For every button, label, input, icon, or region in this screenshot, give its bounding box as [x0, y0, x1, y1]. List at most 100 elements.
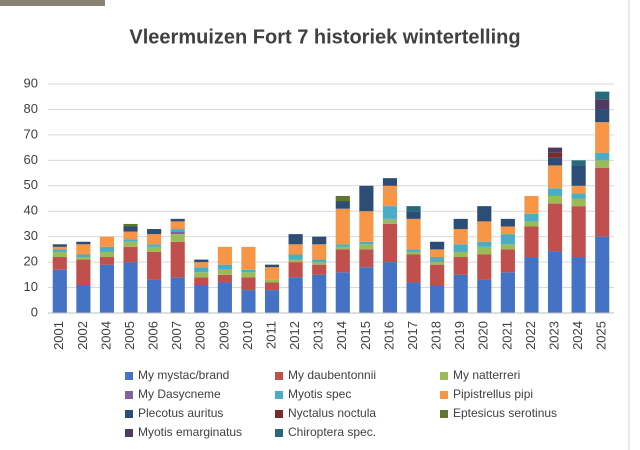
- bar-segment: [171, 242, 185, 278]
- y-tick-label: 20: [24, 254, 38, 269]
- y-tick-label: 40: [24, 203, 38, 218]
- legend-swatch: [125, 429, 133, 437]
- legend-swatch: [275, 429, 283, 437]
- bar-segment: [194, 272, 208, 277]
- bar-segment: [595, 160, 609, 168]
- bar-segment: [548, 158, 562, 166]
- bar-segment: [524, 226, 538, 257]
- y-tick-label: 80: [24, 101, 38, 116]
- bar-segment: [383, 219, 397, 224]
- bar-segment: [477, 221, 491, 241]
- x-tick-label: 2012: [287, 321, 302, 350]
- bar-segment: [241, 247, 255, 270]
- legend-swatch: [275, 410, 283, 418]
- chart-title: Vleermuizen Fort 7 historiek wintertelli…: [129, 26, 520, 48]
- bar-segment: [265, 265, 279, 268]
- bar-segment: [595, 109, 609, 122]
- bar-segment: [406, 211, 420, 219]
- bar-segment: [524, 196, 538, 214]
- bar-segment: [477, 247, 491, 255]
- bar-segment: [171, 232, 185, 235]
- bar-segment: [218, 270, 232, 275]
- bar-segment: [454, 275, 468, 313]
- bar-segment: [289, 254, 303, 259]
- bar-segment: [406, 252, 420, 255]
- legend-swatch: [440, 410, 448, 418]
- bar-segment: [406, 249, 420, 252]
- bar-segment: [383, 224, 397, 262]
- bar-segment: [383, 206, 397, 219]
- bar-segment: [53, 270, 67, 313]
- bar-segment: [194, 260, 208, 263]
- bar-segment: [477, 242, 491, 247]
- bar-segment: [548, 252, 562, 313]
- bar-segment: [454, 219, 468, 229]
- bar-segment: [406, 219, 420, 250]
- bar-segment: [572, 193, 586, 198]
- bar-segment: [100, 252, 114, 257]
- bar-segment: [76, 257, 90, 260]
- bar-segment: [100, 265, 114, 313]
- bar-segment: [289, 234, 303, 244]
- bar-segment: [171, 234, 185, 242]
- legend-swatch: [125, 410, 133, 418]
- bar-segment: [477, 254, 491, 279]
- bar-segment: [194, 262, 208, 267]
- bar-segment: [241, 277, 255, 290]
- bar-segment: [336, 196, 350, 201]
- image-strip: [0, 0, 105, 6]
- bar-segment: [147, 244, 161, 247]
- legend-label: Plecotus auritus: [138, 406, 223, 420]
- bar-segment: [53, 247, 67, 250]
- x-tick-label: 2024: [570, 321, 585, 350]
- bar-segment: [218, 265, 232, 270]
- legend-label: My natterreri: [453, 368, 520, 382]
- bar-segment: [312, 275, 326, 313]
- bar-segment: [100, 257, 114, 265]
- legend-label: Myotis emarginatus: [138, 425, 242, 439]
- bar-segment: [501, 272, 515, 313]
- bar-segment: [147, 252, 161, 280]
- bar-segment: [123, 232, 137, 240]
- x-tick-label: 2004: [98, 321, 113, 350]
- bar-segment: [501, 219, 515, 227]
- bar-segment: [454, 252, 468, 257]
- x-tick-label: 2006: [146, 321, 161, 350]
- y-tick-label: 90: [24, 75, 38, 90]
- y-tick-label: 70: [24, 126, 38, 141]
- bar-segment: [595, 237, 609, 313]
- bar-segment: [289, 277, 303, 313]
- x-tick-label: 2025: [594, 321, 609, 350]
- bar-segment: [289, 262, 303, 277]
- legend-label: My Dasycneme: [138, 387, 221, 401]
- bar-segment: [312, 265, 326, 275]
- x-tick-label: 2018: [429, 321, 444, 350]
- bar-segment: [548, 204, 562, 252]
- x-tick-label: 2009: [216, 321, 231, 350]
- x-tick-label: 2019: [452, 321, 467, 350]
- bar-segment: [53, 252, 67, 257]
- legend-label: Myotis spec: [288, 387, 351, 401]
- bar-segment: [53, 249, 67, 252]
- bar-segment: [595, 92, 609, 100]
- bar-segment: [595, 122, 609, 153]
- bar-segment: [76, 242, 90, 245]
- bar-segment: [123, 226, 137, 231]
- x-tick-label: 2016: [381, 321, 396, 350]
- legend-label: My daubentonnii: [288, 368, 376, 382]
- bar-segment: [595, 99, 609, 109]
- bar-segment: [548, 188, 562, 196]
- x-tick-label: 2005: [122, 321, 137, 350]
- bar-segment: [241, 272, 255, 277]
- bar-segment: [289, 244, 303, 254]
- bar-segment: [241, 290, 255, 313]
- bar-segment: [383, 186, 397, 206]
- bar-segment: [194, 277, 208, 285]
- x-tick-label: 2020: [476, 321, 491, 350]
- bar-segment: [312, 244, 326, 259]
- bar-segment: [548, 196, 562, 204]
- x-tick-label: 2010: [240, 321, 255, 350]
- bar-segment: [406, 254, 420, 282]
- bar-segment: [171, 229, 185, 232]
- bar-segment: [147, 280, 161, 313]
